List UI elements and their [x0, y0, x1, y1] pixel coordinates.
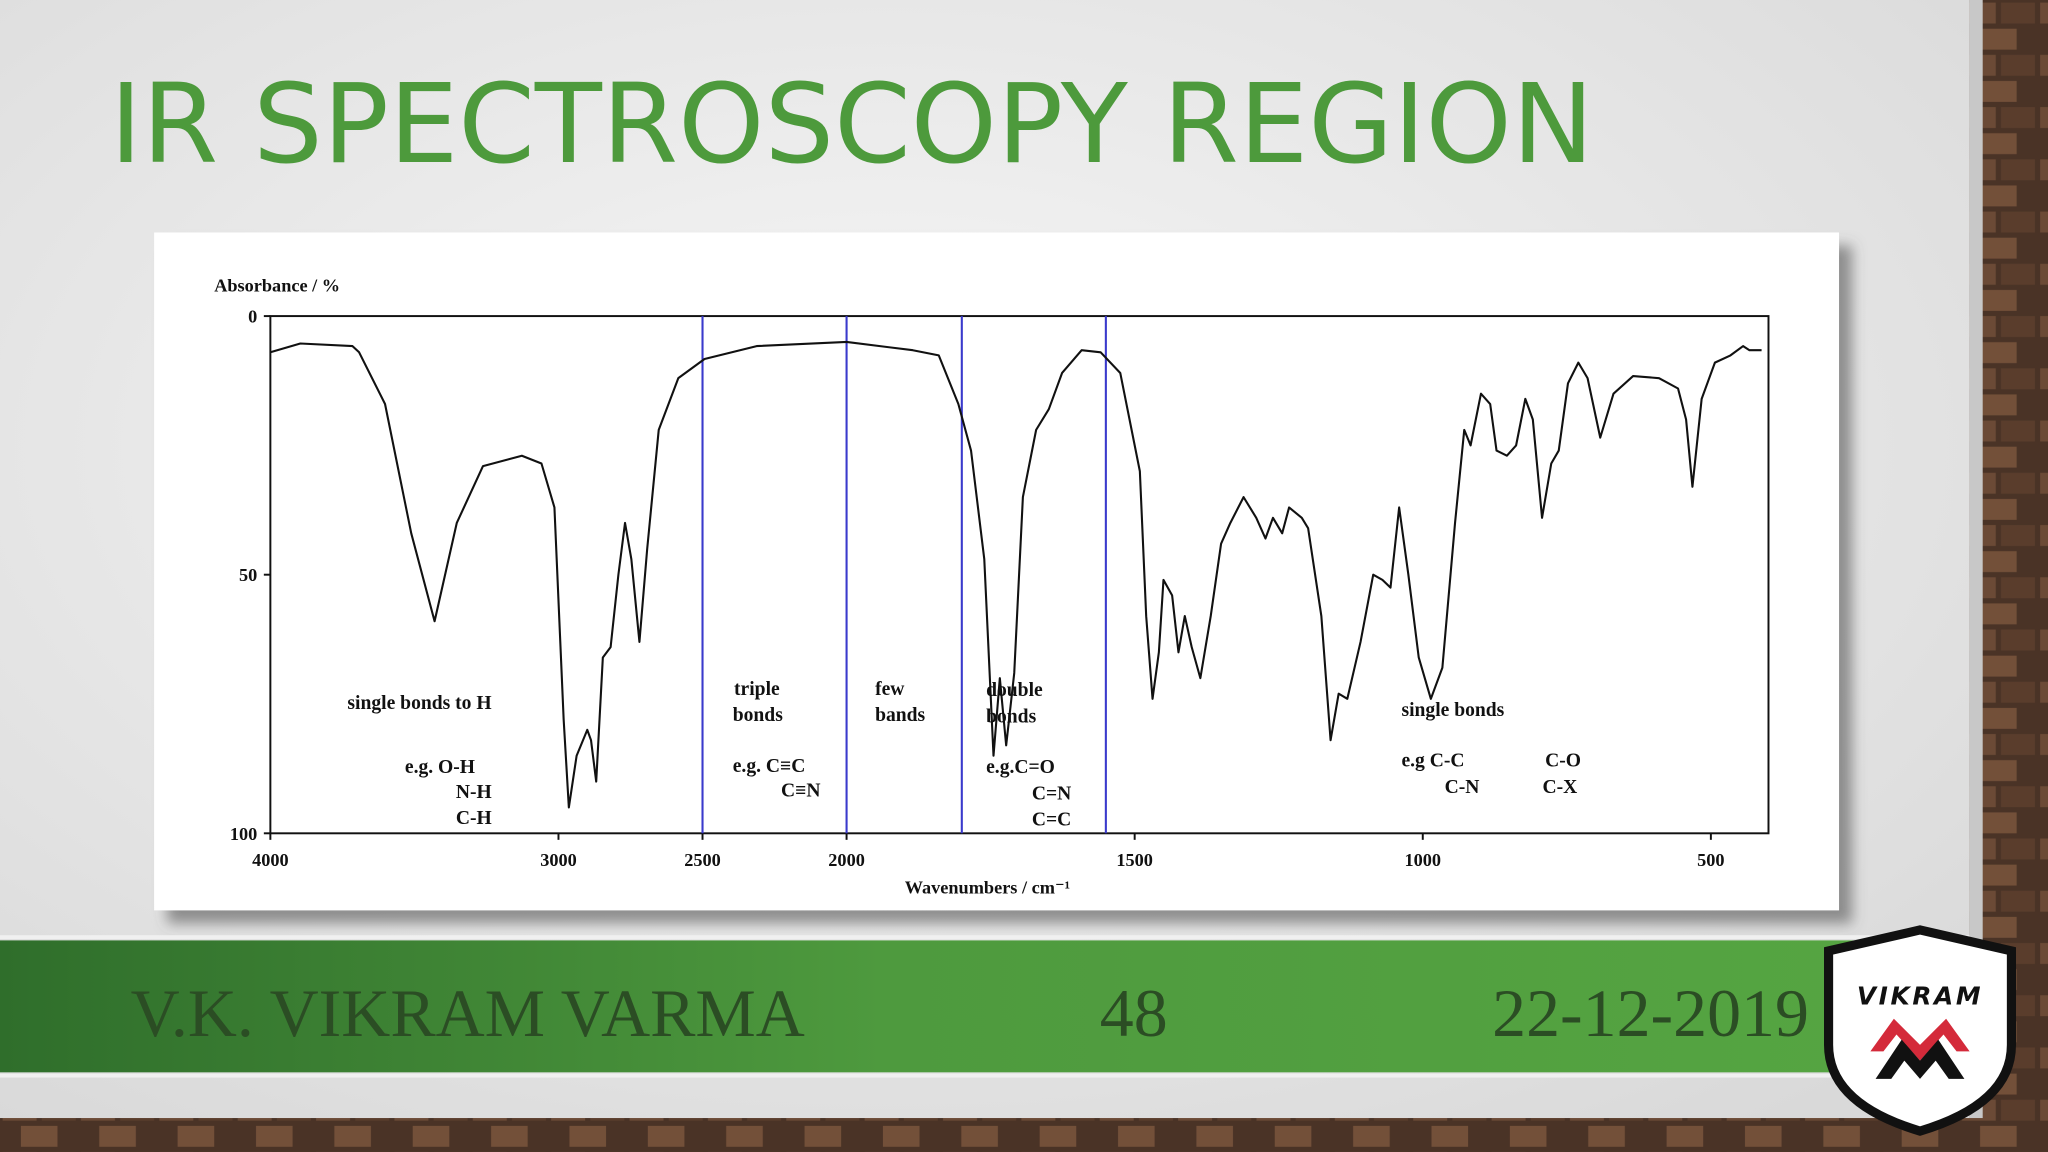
- annotation: N-H: [456, 782, 492, 803]
- slide-edge: [1969, 0, 1983, 1119]
- annotation: e.g C-C: [1401, 751, 1464, 772]
- chart: Absorbance / % Wavenumbers / cm⁻¹ single…: [214, 275, 1770, 897]
- annotation: triple: [734, 679, 780, 700]
- annotation: bands: [875, 705, 925, 726]
- y-axis-title: Absorbance / %: [214, 275, 340, 295]
- annotation: C-N: [1445, 777, 1480, 798]
- annotation: single bonds: [1401, 700, 1504, 721]
- annotation: few: [875, 679, 905, 700]
- annotation: e.g. C≡C: [733, 756, 806, 777]
- logo-shield: [1823, 925, 2016, 1136]
- annotation: e.g. O-H: [405, 757, 475, 778]
- annotation: C-O: [1545, 751, 1581, 772]
- x-tick-label: 1000: [1405, 850, 1442, 870]
- annotation: bonds: [986, 706, 1036, 727]
- footer-rule: [0, 1073, 1970, 1078]
- x-tick-label: 2000: [828, 850, 865, 870]
- annotation: C=N: [1032, 783, 1071, 804]
- logo-text: VIKRAM: [1857, 981, 1983, 1010]
- spectrum-line: [270, 340, 1762, 809]
- y-tick-label: 50: [239, 565, 257, 585]
- logo-mark: [1875, 1039, 1965, 1079]
- slide-title: IR SPECTROSCOPY REGION: [110, 60, 1594, 188]
- x-tick-label: 3000: [540, 850, 577, 870]
- x-tick-label: 1500: [1116, 850, 1153, 870]
- annotation: e.g.C=O: [986, 757, 1055, 778]
- annotation: C-X: [1543, 777, 1578, 798]
- x-axis-title: Wavenumbers / cm⁻¹: [905, 877, 1070, 897]
- chart-panel: [154, 232, 1840, 911]
- x-tick-label: 4000: [252, 850, 289, 870]
- x-tick-label: 2500: [684, 850, 721, 870]
- x-tick-label: 500: [1697, 850, 1724, 870]
- annotation: bonds: [733, 705, 783, 726]
- logo: VIKRAM: [1823, 925, 2016, 1136]
- annotation: double: [986, 680, 1043, 701]
- footer-author: V.K. VIKRAM VARMA: [131, 975, 805, 1051]
- annotation: single bonds to H: [347, 693, 491, 714]
- annotation: C-H: [456, 808, 492, 829]
- footer-page-number: 48: [1100, 975, 1168, 1051]
- y-tick-label: 0: [248, 307, 257, 327]
- y-tick-label: 100: [230, 824, 257, 844]
- footer-bar: [0, 940, 1970, 1073]
- logo-mark: [1870, 1018, 1970, 1061]
- footer-date: 22-12-2019: [1492, 975, 1809, 1051]
- annotation: C≡N: [781, 781, 820, 802]
- annotation: C=C: [1032, 809, 1071, 830]
- footer-rule: [0, 935, 1970, 940]
